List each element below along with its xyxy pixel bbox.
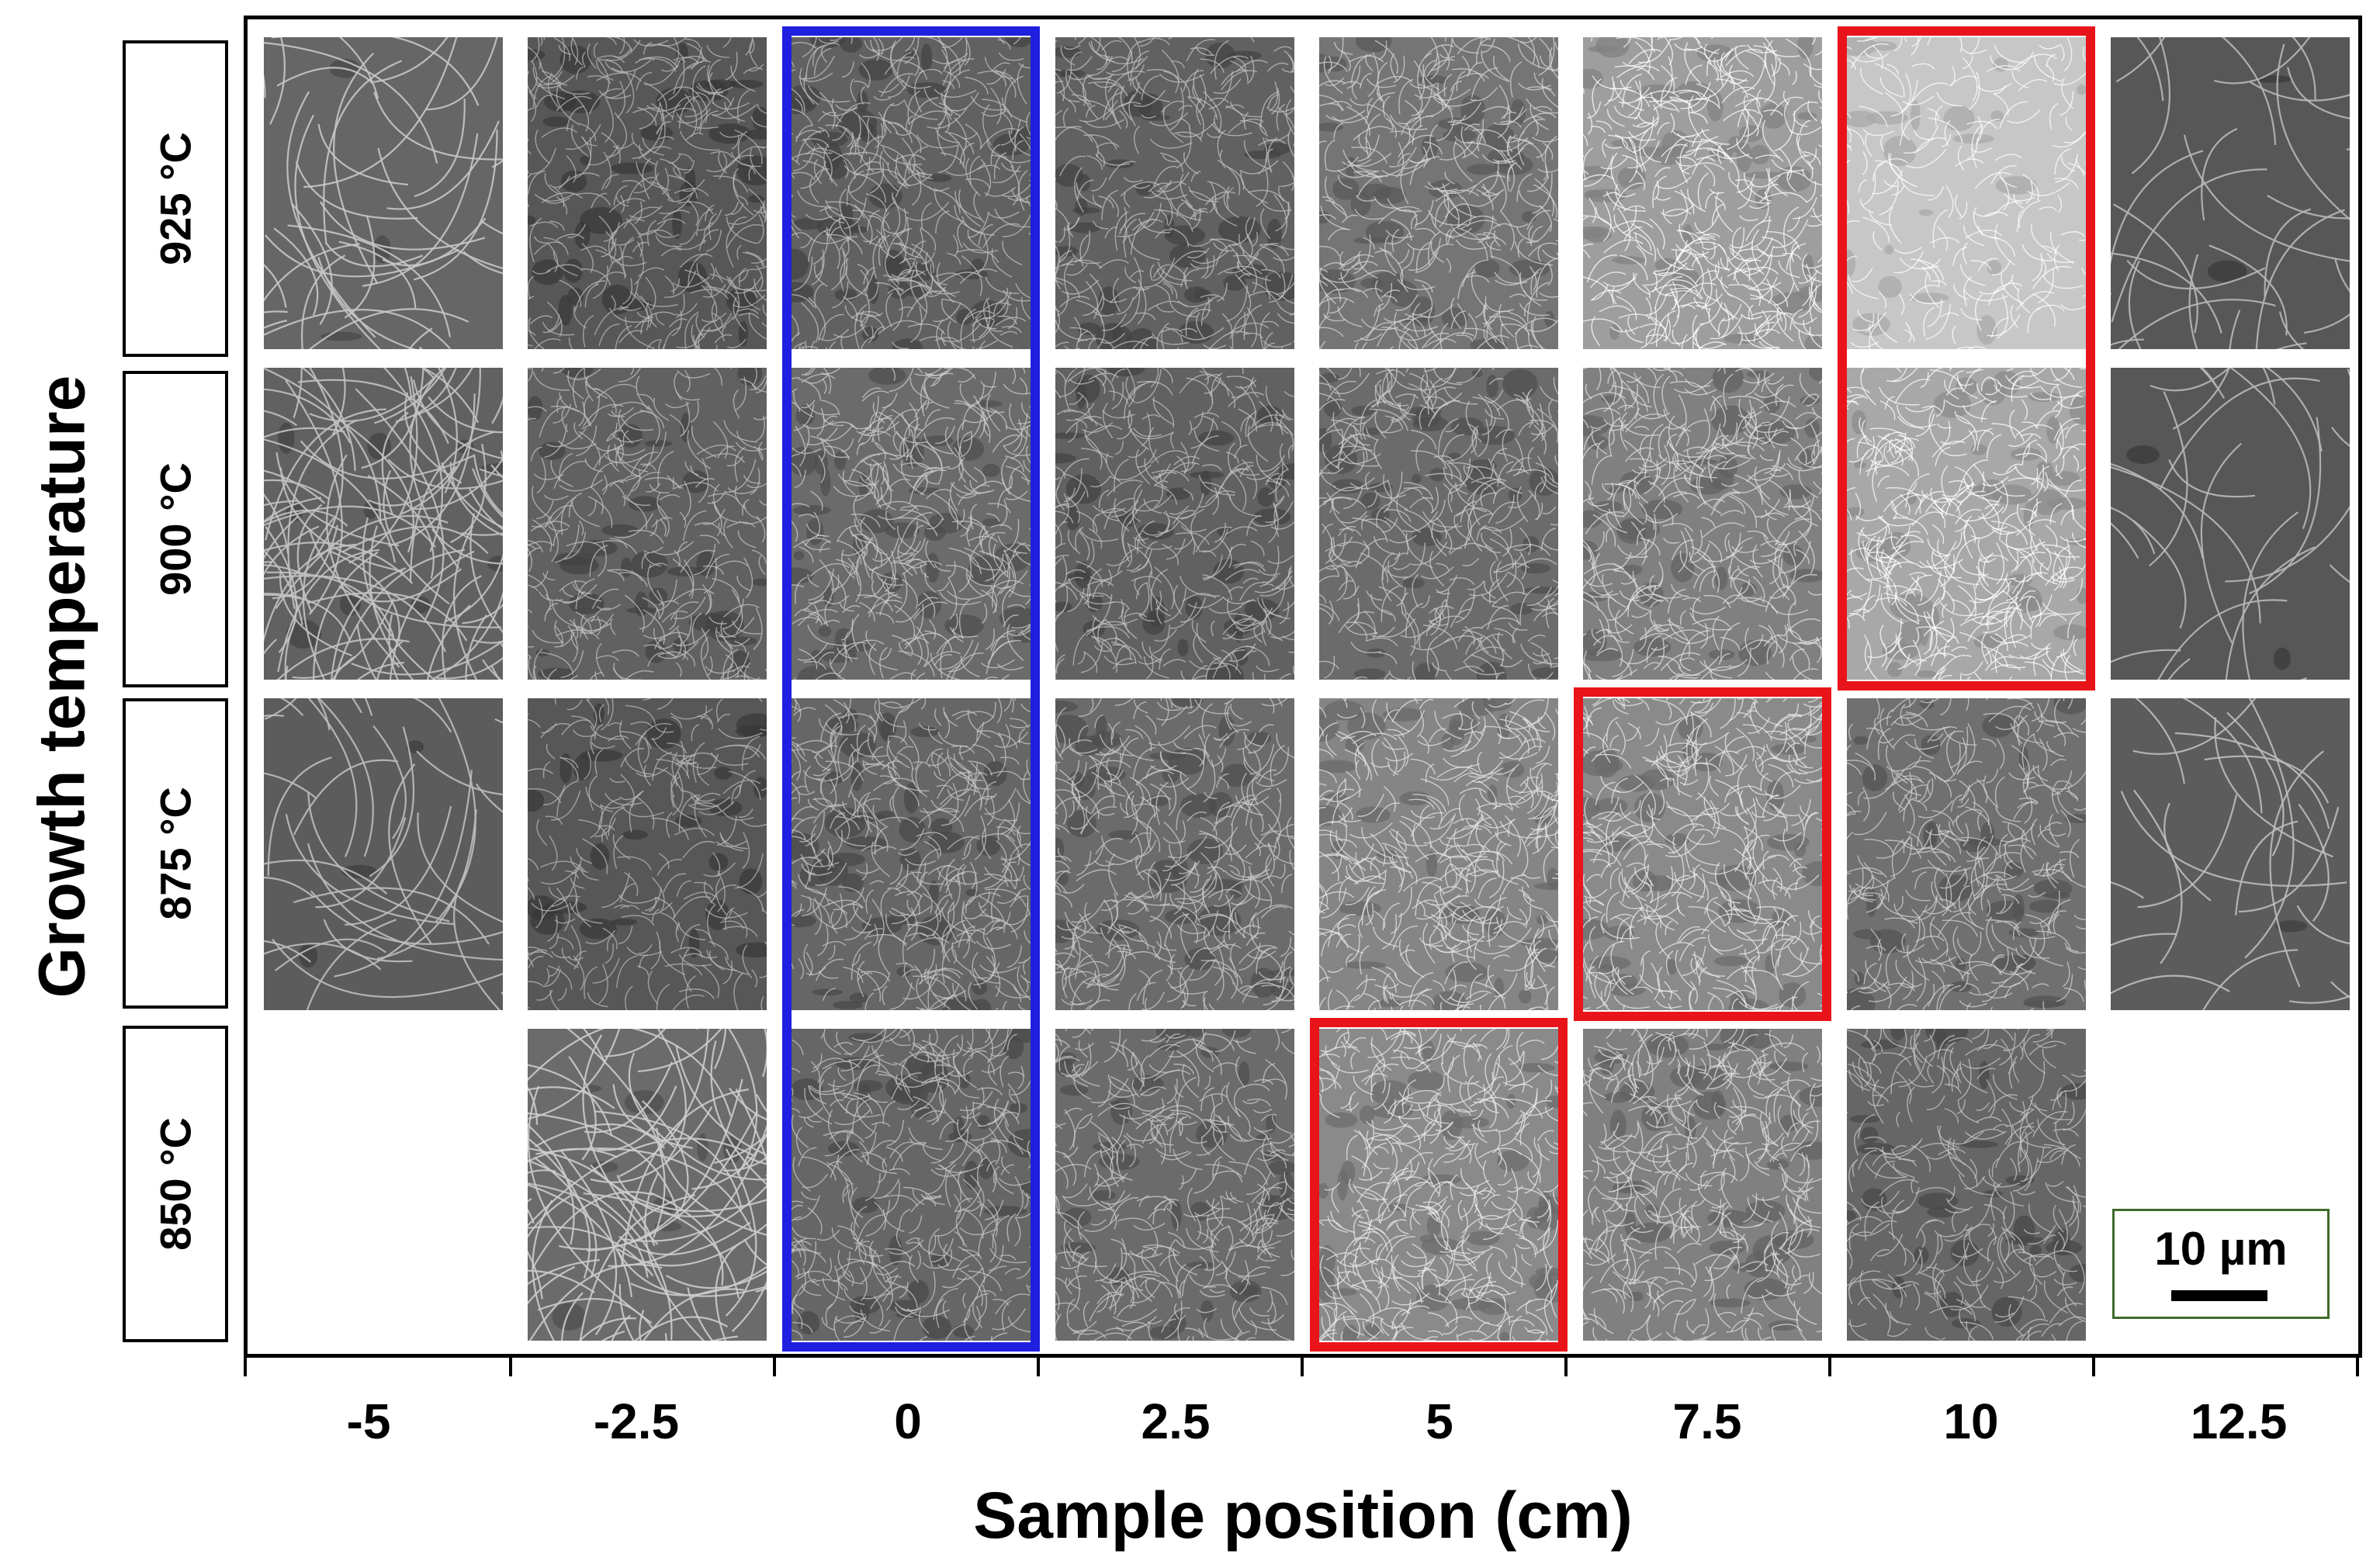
sem-image-tile xyxy=(1847,37,2086,349)
sem-image-tile xyxy=(1847,1029,2086,1341)
sem-image-tile xyxy=(792,37,1031,349)
sem-image-tile xyxy=(1583,1029,1822,1341)
x-tick-label: 2.5 xyxy=(1141,1393,1211,1449)
red-highlight-box xyxy=(1574,687,1831,1021)
x-axis-minor-tick xyxy=(1037,1358,1040,1376)
x-tick-label: 7.5 xyxy=(1672,1393,1742,1449)
red-highlight-box xyxy=(1310,1018,1568,1352)
sem-image-tile xyxy=(528,37,767,349)
row-label-900: 900 °C xyxy=(151,462,200,596)
x-tick-label: 0 xyxy=(894,1393,922,1449)
x-axis-title: Sample position (cm) xyxy=(973,1479,1633,1552)
row-label-925: 925 °C xyxy=(151,132,200,265)
sem-image-tile xyxy=(2111,368,2350,680)
sem-image-tile xyxy=(1847,698,2086,1010)
sem-image-tile xyxy=(1055,698,1294,1010)
sem-image-tile xyxy=(528,1029,767,1341)
sem-image-tile xyxy=(264,698,503,1010)
sem-image-tile xyxy=(792,1029,1031,1341)
x-axis-minor-tick xyxy=(2092,1358,2095,1376)
x-axis-minor-tick xyxy=(244,1358,247,1376)
sem-image-tile xyxy=(1055,368,1294,680)
sem-image-tile xyxy=(264,37,503,349)
sem-image-tile xyxy=(1055,37,1294,349)
sem-image-tile xyxy=(1319,698,1558,1010)
y-axis-title: Growth temperature xyxy=(25,375,99,999)
scale-bar: 10 µm xyxy=(2112,1209,2330,1319)
x-axis-minor-tick xyxy=(773,1358,776,1376)
row-label-875: 875 °C xyxy=(151,787,200,920)
red-highlight-box xyxy=(1838,26,2095,691)
row-label-box-900: 900 °C xyxy=(123,371,228,687)
sem-image-tile xyxy=(1319,1029,1558,1341)
sem-image-tile xyxy=(1583,368,1822,680)
row-label-box-875: 875 °C xyxy=(123,698,228,1009)
sem-image-tile xyxy=(2111,37,2350,349)
sem-image-tile xyxy=(792,368,1031,680)
x-axis-minor-tick xyxy=(1301,1358,1304,1376)
plot-frame xyxy=(244,16,2362,1358)
sem-image-tile xyxy=(528,368,767,680)
sem-image-tile xyxy=(2111,698,2350,1010)
row-label-850: 850 °C xyxy=(151,1117,200,1251)
row-label-box-850: 850 °C xyxy=(123,1026,228,1342)
sem-image-tile xyxy=(1583,37,1822,349)
sem-image-tile xyxy=(1847,368,2086,680)
sem-image-tile xyxy=(528,698,767,1010)
sem-image-tile xyxy=(1319,368,1558,680)
x-tick-label: 5 xyxy=(1426,1393,1453,1449)
sem-image-tile xyxy=(1319,37,1558,349)
x-tick-label: 12.5 xyxy=(2190,1393,2288,1449)
x-axis-minor-tick xyxy=(1564,1358,1568,1376)
blue-highlight-box xyxy=(782,26,1040,1352)
x-tick-label: 10 xyxy=(1943,1393,1999,1449)
sem-image-tile xyxy=(792,698,1031,1010)
scale-bar-line xyxy=(2171,1290,2267,1301)
sem-image-tile xyxy=(1583,698,1822,1010)
x-tick-label: -5 xyxy=(346,1393,391,1449)
x-axis-minor-tick xyxy=(509,1358,512,1376)
x-axis-minor-tick xyxy=(1828,1358,1831,1376)
x-tick-label: -2.5 xyxy=(593,1393,680,1449)
sem-image-tile xyxy=(1055,1029,1294,1341)
scale-bar-label: 10 µm xyxy=(2154,1223,2288,1275)
sem-image-tile xyxy=(264,368,503,680)
x-axis-minor-tick xyxy=(2356,1358,2359,1376)
row-label-box-925: 925 °C xyxy=(123,40,228,357)
